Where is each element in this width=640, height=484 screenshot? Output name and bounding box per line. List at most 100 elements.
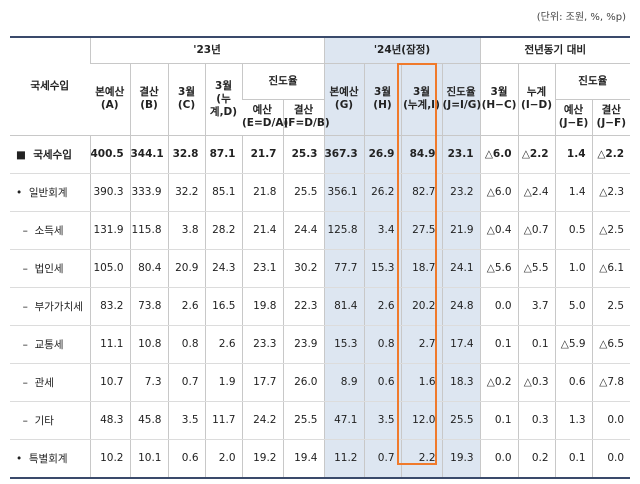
col-header-jf: 결산 (J−F) (591, 99, 631, 136)
cell-i: 20.2 (400, 287, 442, 326)
cell-j: 24.8 (441, 287, 481, 326)
cell-e: 23.3 (241, 325, 283, 364)
cell-hc: 0.1 (479, 325, 519, 364)
cell-d: 87.1 (204, 134, 242, 174)
table-row: – 소득세 131.9 115.8 3.8 28.2 21.4 24.4 125.8 3.4 27… (10, 211, 631, 250)
cell-jf: 0.0 (591, 439, 631, 479)
cell-a: 48.3 (89, 401, 130, 440)
cell-i: 2.2 (400, 439, 442, 479)
cell-h: 15.3 (363, 249, 401, 288)
col-header-h: 3월 (H) (363, 63, 401, 136)
cell-f: 24.4 (282, 211, 324, 250)
cell-b: 333.9 (129, 173, 168, 212)
cell-g: 77.7 (323, 249, 364, 288)
cell-e: 21.4 (241, 211, 283, 250)
group-header-2024: '24년(잠정) (323, 36, 481, 64)
unit-note: (단위: 조원, %, %p) (536, 12, 626, 23)
cell-c: 3.8 (167, 211, 205, 250)
cell-b: 115.8 (129, 211, 168, 250)
cell-a: 131.9 (89, 211, 130, 250)
cell-i: 12.0 (400, 401, 442, 440)
col-header-g: 본예산 (G) (323, 63, 364, 136)
cell-hc: △6.0 (479, 173, 519, 212)
cell-je: 5.0 (554, 287, 593, 326)
cell-d: 2.6 (204, 325, 242, 364)
cell-je: 0.1 (554, 439, 593, 479)
cell-id: 0.3 (517, 401, 556, 440)
cell-je: 1.0 (554, 249, 593, 288)
cell-id: 0.1 (517, 325, 556, 364)
group-header-2023: '23년 (89, 36, 324, 64)
cell-b: 7.3 (129, 363, 168, 402)
cell-id: △0.3 (517, 363, 556, 402)
table-body: ■ 국세수입 400.5 344.1 32.8 87.1 21.7 25.3 367.3 26.… (10, 134, 631, 479)
row-label-header: 국세수입 (10, 36, 90, 136)
cell-je: △5.9 (554, 325, 593, 364)
cell-a: 105.0 (89, 249, 130, 288)
col-header-hc: 3월 (H−C) (479, 63, 519, 136)
cell-h: 3.5 (363, 401, 401, 440)
cell-h: 26.2 (363, 173, 401, 212)
cell-c: 32.8 (167, 134, 205, 174)
cell-h: 26.9 (363, 134, 401, 174)
row-label: • 특별회계 (10, 439, 90, 479)
cell-h: 0.8 (363, 325, 401, 364)
cell-f: 25.5 (282, 173, 324, 212)
cell-hc: △5.6 (479, 249, 519, 288)
cell-f: 25.3 (282, 134, 324, 174)
table-row: ■ 국세수입 400.5 344.1 32.8 87.1 21.7 25.3 367.3 26.… (10, 134, 631, 174)
col-header-je: 예산 (J−E) (554, 99, 593, 136)
cell-i: 2.7 (400, 325, 442, 364)
cell-d: 11.7 (204, 401, 242, 440)
cell-id: △0.7 (517, 211, 556, 250)
table-row: • 일반회계 390.3 333.9 32.2 85.1 21.8 25.5 356.1 26.… (10, 173, 631, 212)
cell-f: 30.2 (282, 249, 324, 288)
cell-e: 23.1 (241, 249, 283, 288)
row-label: – 기타 (10, 401, 90, 440)
cell-id: 0.2 (517, 439, 556, 479)
cell-j: 18.3 (441, 363, 481, 402)
cell-e: 19.8 (241, 287, 283, 326)
cell-jf: △6.5 (591, 325, 631, 364)
cell-jf: 0.0 (591, 401, 631, 440)
cell-a: 10.2 (89, 439, 130, 479)
cell-c: 2.6 (167, 287, 205, 326)
row-label: – 관세 (10, 363, 90, 402)
cell-b: 344.1 (129, 134, 168, 174)
table-row: – 기타 48.3 45.8 3.5 11.7 24.2 25.5 47.1 3.5 12.0 25… (10, 401, 631, 440)
cell-e: 17.7 (241, 363, 283, 402)
cell-i: 1.6 (400, 363, 442, 402)
cell-hc: △0.2 (479, 363, 519, 402)
cell-id: △5.5 (517, 249, 556, 288)
table-row: – 관세 10.7 7.3 0.7 1.9 17.7 26.0 8.9 0.6 1.6 18.3 △0… (10, 363, 631, 402)
cell-h: 3.4 (363, 211, 401, 250)
cell-j: 23.2 (441, 173, 481, 212)
cell-je: 1.3 (554, 401, 593, 440)
cell-j: 23.1 (441, 134, 481, 174)
col-header-b: 결산 (B) (129, 63, 168, 136)
cell-c: 0.6 (167, 439, 205, 479)
cell-a: 83.2 (89, 287, 130, 326)
cell-hc: 0.0 (479, 439, 519, 479)
cell-a: 10.7 (89, 363, 130, 402)
cell-g: 47.1 (323, 401, 364, 440)
cell-a: 11.1 (89, 325, 130, 364)
cell-b: 10.8 (129, 325, 168, 364)
cell-j: 25.5 (441, 401, 481, 440)
tax-revenue-table: 국세수입 '23년 '24년(잠정) 전년동기 대비 본예산 (A) 결산 (B… (10, 36, 631, 479)
cell-d: 2.0 (204, 439, 242, 479)
cell-h: 2.6 (363, 287, 401, 326)
cell-jf: △2.5 (591, 211, 631, 250)
cell-b: 73.8 (129, 287, 168, 326)
cell-e: 21.7 (241, 134, 283, 174)
cell-f: 26.0 (282, 363, 324, 402)
cell-h: 0.6 (363, 363, 401, 402)
cell-g: 8.9 (323, 363, 364, 402)
col-header-c: 3월 (C) (167, 63, 205, 136)
cell-c: 0.7 (167, 363, 205, 402)
cell-g: 367.3 (323, 134, 364, 174)
cell-f: 23.9 (282, 325, 324, 364)
cell-d: 16.5 (204, 287, 242, 326)
cell-d: 1.9 (204, 363, 242, 402)
cell-f: 25.5 (282, 401, 324, 440)
